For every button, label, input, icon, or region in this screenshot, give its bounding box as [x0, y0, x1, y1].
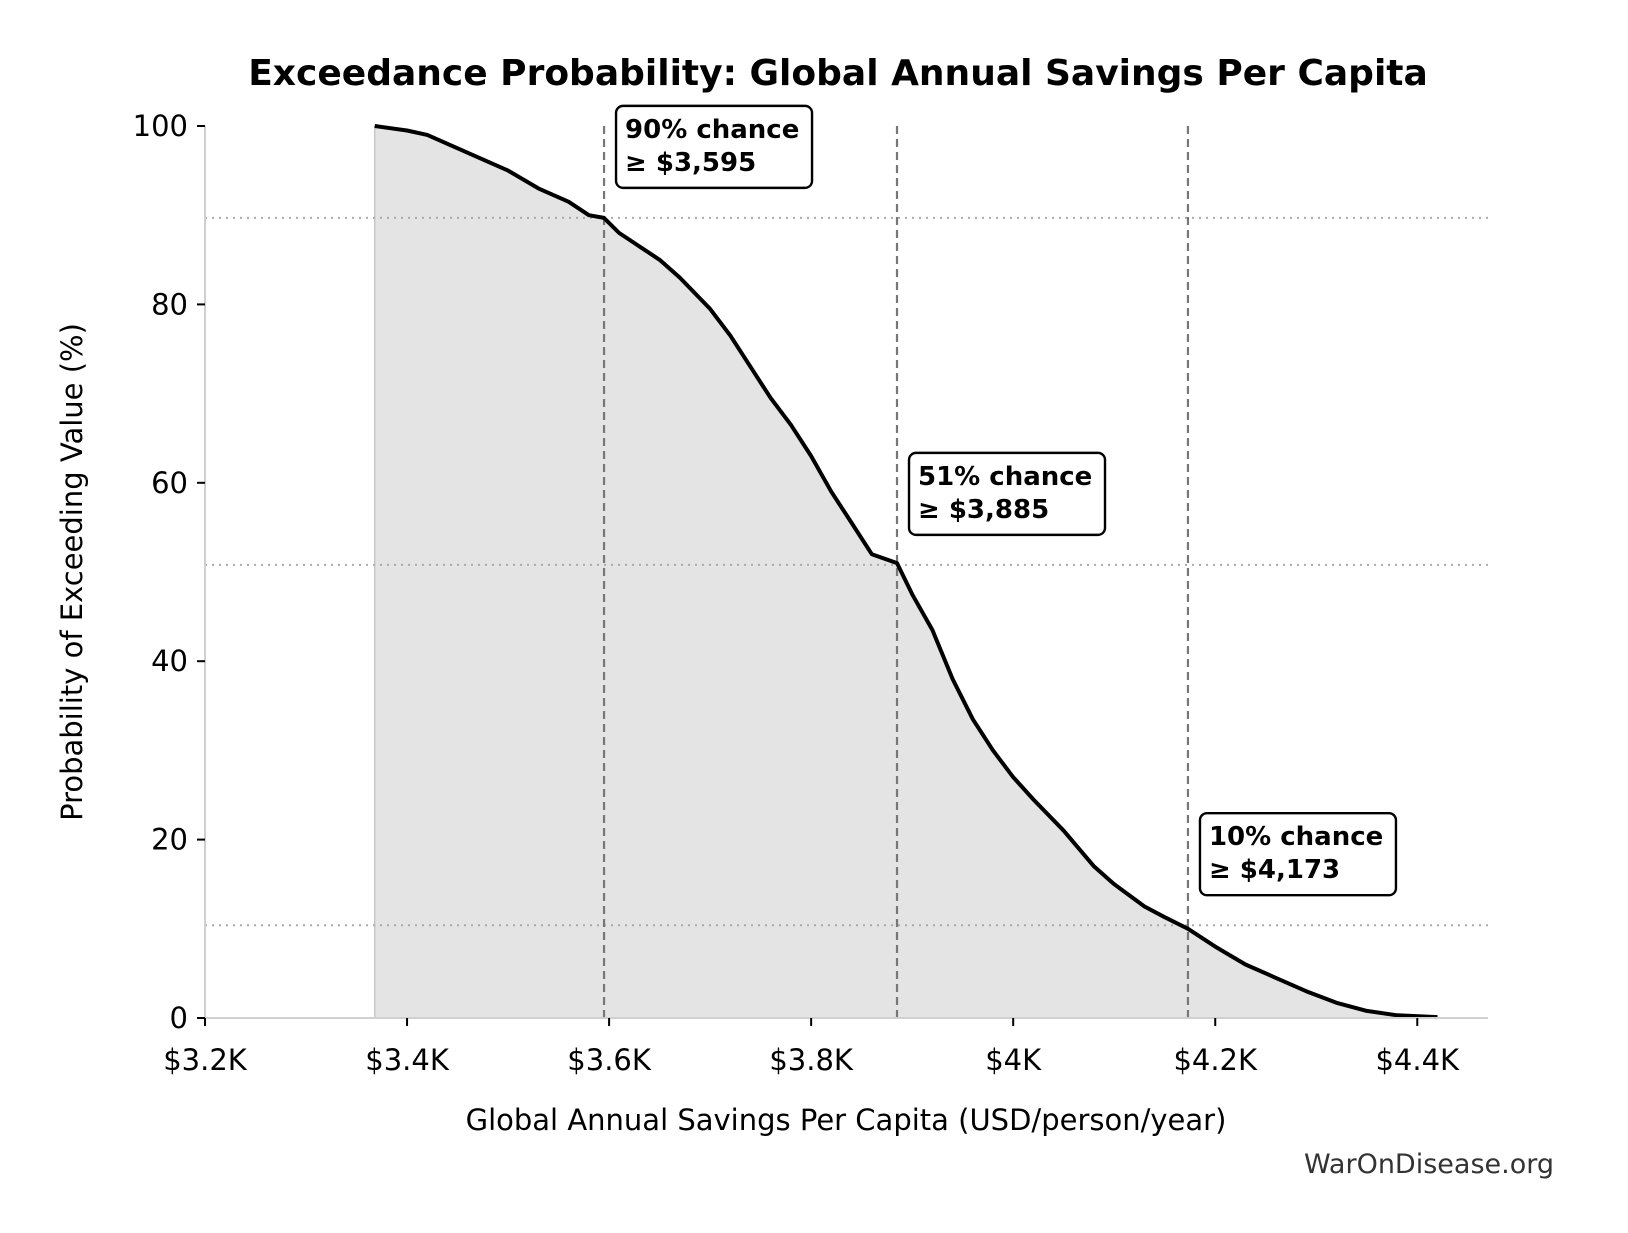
x-tick-label: $3.6K	[567, 1043, 652, 1077]
y-tick-label: 0	[170, 1001, 188, 1035]
annotation-chance: 10% chance	[1209, 822, 1383, 852]
x-ticks: $3.2K $3.4K $3.6K $3.8K $4K $4.2K $4.4K	[163, 1018, 1460, 1077]
annotation-box: 51% chance≥ $3,885	[907, 451, 1107, 537]
x-tick-label: $4.2K	[1173, 1043, 1258, 1077]
exceedance-curve	[374, 124, 1438, 1020]
annotations: 90% chance≥ $3,595 51% chance≥ $3,885 10% …	[614, 104, 1398, 897]
annotation-frame	[614, 104, 814, 190]
value-reference-lines	[602, 126, 1190, 1018]
x-tick-label: $4K	[985, 1043, 1042, 1077]
annotation-threshold: ≥ $4,173	[1209, 855, 1340, 885]
x-axis-label: Global Annual Savings Per Capita (USD/pe…	[466, 1103, 1227, 1137]
plot-area	[205, 124, 1488, 1020]
x-tick-label: $4.4K	[1375, 1043, 1460, 1077]
x-tick-label: $3.8K	[769, 1043, 854, 1077]
y-tick-label: 60	[151, 466, 188, 500]
exceedance-area	[374, 126, 1438, 1018]
watermark: WarOnDisease.org	[1304, 1149, 1554, 1180]
annotation-chance: 51% chance	[918, 462, 1092, 492]
annotation-box: 90% chance≥ $3,595	[614, 104, 814, 190]
annotation-threshold: ≥ $3,595	[625, 148, 756, 178]
y-ticks: 0 20 40 60 80 100	[133, 109, 205, 1035]
y-tick-label: 100	[133, 109, 188, 143]
x-tick-label: $3.4K	[365, 1043, 450, 1077]
x-tick-label: $3.2K	[163, 1043, 248, 1077]
annotation-chance: 90% chance	[625, 115, 799, 145]
annotation-threshold: ≥ $3,885	[918, 495, 1049, 525]
y-axis-label: Probability of Exceeding Value (%)	[55, 323, 89, 821]
y-tick-label: 80	[151, 287, 188, 321]
axes: $3.2K $3.4K $3.6K $3.8K $4K $4.2K $4.4K 0 20 40 6…	[133, 109, 1488, 1077]
annotation-box: 10% chance≥ $4,173	[1198, 812, 1398, 897]
y-tick-label: 40	[151, 644, 188, 678]
chart-title: Exceedance Probability: Global Annual Sa…	[248, 53, 1428, 94]
y-tick-label: 20	[151, 823, 188, 857]
annotation-frame	[907, 451, 1107, 537]
annotation-frame	[1198, 812, 1398, 897]
